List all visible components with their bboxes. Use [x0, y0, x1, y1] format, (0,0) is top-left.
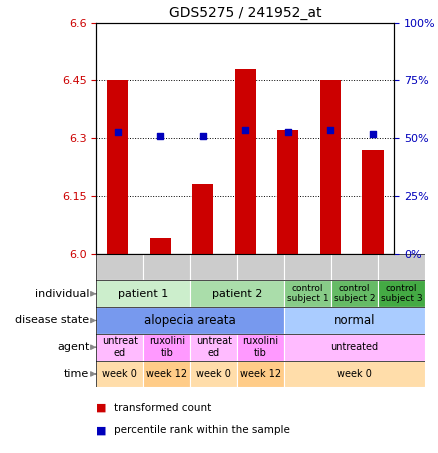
Bar — [277, 130, 298, 254]
Text: alopecia areata: alopecia areata — [145, 314, 236, 327]
Bar — [190, 334, 237, 361]
Text: week 0: week 0 — [102, 369, 137, 379]
Point — [327, 127, 334, 134]
Bar — [331, 254, 378, 280]
Bar — [96, 361, 143, 387]
Point — [199, 133, 206, 140]
Text: week 0: week 0 — [196, 369, 231, 379]
Bar — [331, 280, 378, 307]
Point — [369, 130, 376, 138]
Bar — [143, 361, 190, 387]
Text: percentile rank within the sample: percentile rank within the sample — [114, 425, 290, 435]
Bar — [378, 254, 425, 280]
Bar — [237, 254, 284, 280]
Bar — [284, 361, 425, 387]
Text: untreated: untreated — [330, 342, 378, 352]
Bar — [284, 254, 331, 280]
Bar — [362, 149, 384, 254]
Text: ruxolini
tib: ruxolini tib — [148, 337, 185, 358]
Bar — [284, 280, 331, 307]
Text: patient 2: patient 2 — [212, 289, 262, 299]
Bar — [237, 334, 284, 361]
Text: ■: ■ — [96, 425, 110, 435]
Title: GDS5275 / 241952_at: GDS5275 / 241952_at — [169, 6, 321, 20]
Text: individual: individual — [35, 289, 89, 299]
Text: control
subject 1: control subject 1 — [287, 284, 328, 304]
Point — [157, 133, 164, 140]
Text: patient 1: patient 1 — [118, 289, 169, 299]
Text: transformed count: transformed count — [114, 403, 211, 413]
Text: ruxolini
tib: ruxolini tib — [243, 337, 279, 358]
Bar — [190, 254, 237, 280]
Text: time: time — [64, 369, 89, 379]
Point — [114, 129, 121, 136]
Text: control
subject 2: control subject 2 — [334, 284, 375, 304]
Bar — [143, 254, 190, 280]
Bar — [284, 307, 425, 334]
Bar — [96, 334, 143, 361]
Bar — [96, 280, 190, 307]
Bar — [237, 361, 284, 387]
Bar — [320, 80, 341, 254]
Point — [242, 127, 249, 134]
Point — [284, 129, 291, 136]
Bar — [190, 361, 237, 387]
Bar — [107, 80, 128, 254]
Bar — [143, 334, 190, 361]
Bar — [96, 307, 284, 334]
Text: agent: agent — [57, 342, 89, 352]
Text: untreat
ed: untreat ed — [102, 337, 138, 358]
Bar — [96, 254, 143, 280]
Bar — [235, 69, 256, 254]
Text: week 12: week 12 — [240, 369, 281, 379]
Text: ■: ■ — [96, 403, 110, 413]
Text: untreat
ed: untreat ed — [196, 337, 232, 358]
Bar — [378, 280, 425, 307]
Text: week 0: week 0 — [337, 369, 372, 379]
Bar — [192, 184, 213, 254]
Text: week 12: week 12 — [146, 369, 187, 379]
Text: disease state: disease state — [15, 315, 89, 326]
Bar — [284, 334, 425, 361]
Text: normal: normal — [334, 314, 375, 327]
Bar — [149, 238, 171, 254]
Text: control
subject 3: control subject 3 — [381, 284, 422, 304]
Bar — [190, 280, 284, 307]
